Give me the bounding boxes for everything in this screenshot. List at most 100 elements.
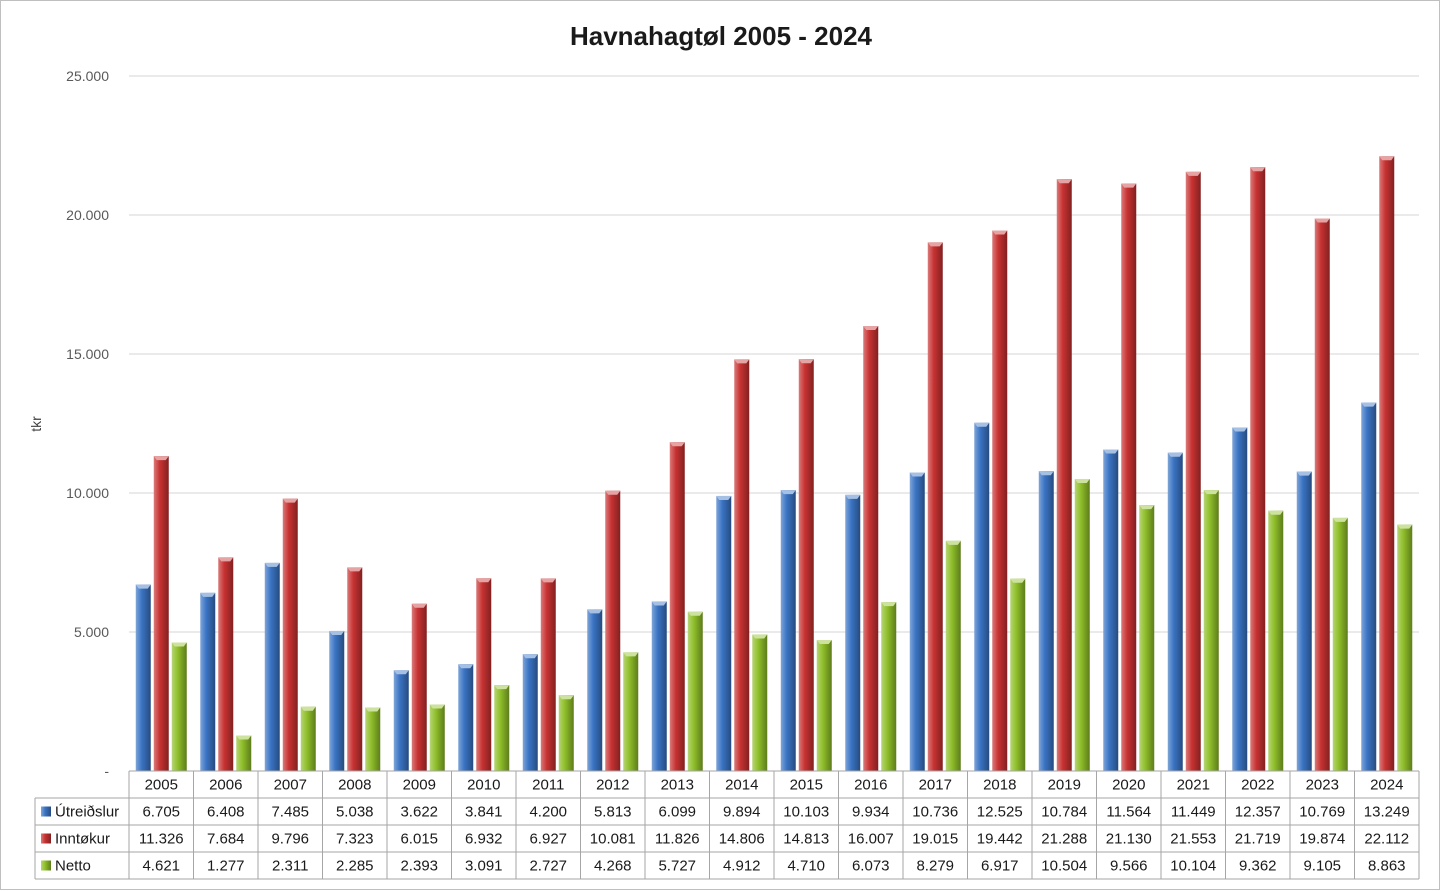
bar--trei-slur-2009	[393, 670, 409, 771]
bar-netto-2021	[1203, 490, 1219, 771]
data-label: 21.130	[1106, 831, 1152, 848]
data-label: 3.091	[465, 858, 503, 875]
category-label: 2024	[1370, 777, 1403, 794]
category-label: 2016	[854, 777, 887, 794]
data-label: 21.719	[1235, 831, 1281, 848]
bars	[135, 156, 1413, 772]
data-label: 3.841	[465, 804, 503, 821]
data-label: 10.104	[1170, 858, 1216, 875]
legend-label: Inntøkur	[55, 831, 110, 848]
data-label: 9.934	[852, 804, 890, 821]
bar-innt-kur-2020	[1121, 183, 1137, 771]
bar-innt-kur-2014	[734, 359, 750, 771]
bar-innt-kur-2013	[669, 442, 685, 771]
data-label: 6.015	[400, 831, 438, 848]
data-label: 4.621	[142, 858, 180, 875]
data-label: 14.813	[783, 831, 829, 848]
bar-innt-kur-2019	[1056, 179, 1072, 771]
data-label: 2.727	[529, 858, 567, 875]
data-label: 6.099	[658, 804, 696, 821]
bar-innt-kur-2017	[927, 242, 943, 771]
data-label: 12.357	[1235, 804, 1281, 821]
data-label: 5.813	[594, 804, 632, 821]
data-label: 19.442	[977, 831, 1023, 848]
data-label: 6.408	[207, 804, 245, 821]
data-label: 6.917	[981, 858, 1019, 875]
category-label: 2015	[790, 777, 823, 794]
data-label: 2.393	[400, 858, 438, 875]
data-label: 6.073	[852, 858, 890, 875]
bar-netto-2006	[236, 735, 252, 771]
data-label: 9.362	[1239, 858, 1277, 875]
category-label: 2017	[919, 777, 952, 794]
bar--trei-slur-2006	[200, 592, 216, 771]
bar-innt-kur-2007	[282, 498, 298, 771]
bar-netto-2005	[171, 642, 187, 771]
bar-innt-kur-2018	[992, 230, 1008, 772]
y-axis-ticks: - 5.000 10.000 15.000 20.000 25.000	[66, 68, 109, 779]
bar-innt-kur-2012	[605, 490, 621, 771]
y-tick-label: -	[104, 763, 109, 779]
data-label: 4.912	[723, 858, 761, 875]
bar-innt-kur-2005	[153, 456, 169, 771]
category-label: 2009	[403, 777, 436, 794]
bar--trei-slur-2024	[1361, 402, 1377, 771]
data-label: 10.103	[783, 804, 829, 821]
bar--trei-slur-2023	[1296, 471, 1312, 771]
data-label: 12.525	[977, 804, 1023, 821]
data-label: 2.311	[272, 858, 308, 875]
category-label: 2012	[596, 777, 629, 794]
data-label: 10.784	[1041, 804, 1087, 821]
category-label: 2011	[532, 777, 564, 794]
bar--trei-slur-2011	[522, 654, 538, 771]
bar--trei-slur-2020	[1103, 449, 1119, 771]
bar-netto-2011	[558, 695, 574, 771]
data-label: 11.326	[139, 831, 184, 848]
category-label: 2020	[1112, 777, 1145, 794]
data-label: 9.796	[271, 831, 309, 848]
bar-netto-2012	[623, 652, 639, 771]
category-label: 2014	[725, 777, 758, 794]
y-axis-title: tkr	[28, 416, 44, 432]
bar-netto-2020	[1139, 505, 1155, 771]
bar-netto-2022	[1268, 510, 1284, 771]
bar--trei-slur-2017	[909, 472, 925, 771]
bar-innt-kur-2021	[1185, 171, 1201, 771]
data-label: 11.826	[655, 831, 700, 848]
bar--trei-slur-2019	[1038, 471, 1054, 771]
legend-key	[41, 833, 51, 844]
data-label: 10.081	[590, 831, 636, 848]
category-label: 2023	[1306, 777, 1339, 794]
bar-netto-2009	[429, 704, 445, 771]
data-label: 13.249	[1364, 804, 1410, 821]
bar--trei-slur-2016	[845, 494, 861, 771]
bar--trei-slur-2012	[587, 609, 603, 771]
data-label: 9.566	[1110, 858, 1148, 875]
data-label: 4.710	[787, 858, 825, 875]
data-label: 16.007	[848, 831, 894, 848]
legend-key	[41, 860, 51, 871]
y-tick-label: 5.000	[74, 624, 109, 640]
category-label: 2022	[1241, 777, 1274, 794]
bar--trei-slur-2014	[716, 495, 732, 771]
data-label: 7.323	[336, 831, 374, 848]
bar-netto-2008	[365, 707, 381, 771]
data-label: 19.874	[1299, 831, 1345, 848]
bar-innt-kur-2022	[1250, 167, 1266, 772]
data-label: 6.932	[465, 831, 503, 848]
category-label: 2019	[1048, 777, 1081, 794]
y-tick-label: 10.000	[66, 485, 109, 501]
data-label: 10.504	[1041, 858, 1087, 875]
data-label: 11.564	[1106, 804, 1151, 821]
data-label: 6.705	[142, 804, 180, 821]
bar--trei-slur-2021	[1167, 452, 1183, 771]
y-tick-label: 20.000	[66, 207, 109, 223]
bar-innt-kur-2016	[863, 326, 879, 771]
bar-innt-kur-2006	[218, 557, 234, 771]
bar-netto-2014	[752, 634, 768, 771]
data-label: 5.727	[658, 858, 696, 875]
data-label: 10.736	[912, 804, 958, 821]
y-tick-label: 15.000	[66, 346, 109, 362]
